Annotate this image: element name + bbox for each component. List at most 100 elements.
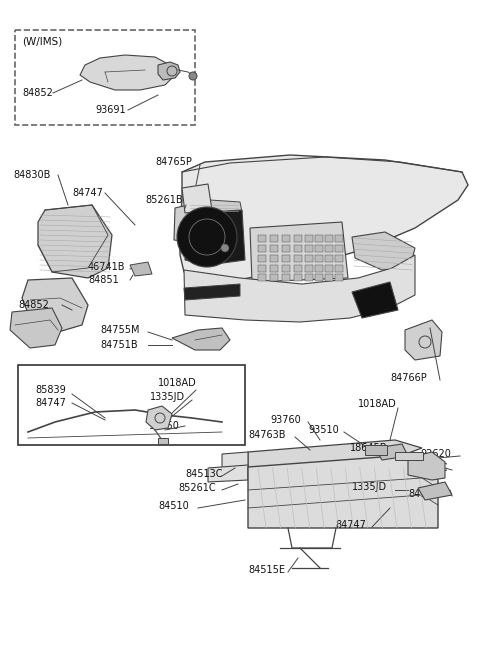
Text: 84766P: 84766P	[390, 373, 427, 383]
Text: 84535A: 84535A	[408, 489, 445, 499]
Text: 93691: 93691	[95, 105, 126, 115]
Text: 84763B: 84763B	[248, 430, 286, 440]
Text: 18645B: 18645B	[350, 443, 387, 453]
Text: 84510: 84510	[158, 501, 189, 511]
Bar	[282, 255, 290, 262]
Polygon shape	[80, 55, 175, 90]
Text: 1018AD: 1018AD	[158, 378, 197, 388]
Bar	[305, 274, 313, 281]
Text: 93510: 93510	[308, 425, 339, 435]
Text: 46741B: 46741B	[88, 262, 125, 272]
Bar	[325, 265, 333, 272]
Bar	[315, 255, 323, 262]
Bar	[294, 255, 302, 262]
Bar	[305, 245, 313, 252]
Polygon shape	[172, 328, 230, 350]
Text: 84747: 84747	[72, 188, 103, 198]
Polygon shape	[408, 452, 445, 480]
Bar	[270, 274, 278, 281]
Text: 85261B: 85261B	[145, 195, 182, 205]
Polygon shape	[188, 200, 242, 215]
Polygon shape	[184, 284, 240, 300]
Bar	[258, 255, 266, 262]
Bar	[282, 235, 290, 242]
Bar	[270, 245, 278, 252]
Text: 92620: 92620	[420, 449, 451, 459]
Bar	[270, 235, 278, 242]
Text: 92650: 92650	[148, 421, 179, 431]
Text: 84755M: 84755M	[100, 325, 140, 335]
Polygon shape	[130, 262, 152, 276]
Text: 84515E: 84515E	[248, 565, 285, 575]
Bar	[335, 235, 343, 242]
Polygon shape	[248, 454, 438, 528]
Bar	[315, 274, 323, 281]
Polygon shape	[352, 232, 415, 270]
Text: 1335JD: 1335JD	[352, 482, 387, 492]
Polygon shape	[184, 255, 415, 322]
Text: 84765P: 84765P	[155, 157, 192, 167]
Bar	[365, 445, 387, 455]
Polygon shape	[405, 320, 442, 360]
Bar	[305, 235, 313, 242]
Bar	[315, 265, 323, 272]
Polygon shape	[222, 452, 248, 470]
Bar	[335, 255, 343, 262]
Bar	[325, 255, 333, 262]
Bar	[282, 245, 290, 252]
Polygon shape	[208, 465, 248, 482]
Bar	[335, 265, 343, 272]
Bar	[305, 255, 313, 262]
Text: 84830B: 84830B	[13, 170, 50, 180]
Bar	[258, 265, 266, 272]
Polygon shape	[10, 308, 62, 348]
Text: 93760: 93760	[270, 415, 301, 425]
Text: 84852: 84852	[18, 300, 49, 310]
Text: 84747: 84747	[35, 398, 66, 408]
Circle shape	[177, 207, 237, 267]
Bar	[305, 265, 313, 272]
Text: 85839: 85839	[35, 385, 66, 395]
Bar	[315, 235, 323, 242]
Bar	[325, 235, 333, 242]
Text: 84513C: 84513C	[185, 469, 223, 479]
Bar	[282, 265, 290, 272]
Bar	[325, 245, 333, 252]
Polygon shape	[375, 444, 408, 460]
Bar	[158, 438, 168, 444]
Text: 84730C: 84730C	[410, 463, 447, 473]
Bar	[258, 274, 266, 281]
Text: 84851: 84851	[88, 275, 119, 285]
Bar	[18, 365, 245, 445]
Text: 85261C: 85261C	[178, 483, 216, 493]
Bar	[15, 30, 195, 125]
Bar	[294, 245, 302, 252]
Bar	[315, 245, 323, 252]
Bar	[335, 245, 343, 252]
Polygon shape	[38, 205, 112, 278]
Polygon shape	[174, 204, 196, 242]
Polygon shape	[248, 440, 422, 468]
Bar	[325, 274, 333, 281]
Polygon shape	[185, 210, 245, 265]
Polygon shape	[182, 184, 212, 213]
Bar	[282, 274, 290, 281]
Bar	[258, 235, 266, 242]
Polygon shape	[22, 278, 88, 332]
Polygon shape	[146, 406, 172, 430]
Polygon shape	[250, 222, 348, 282]
Bar	[294, 235, 302, 242]
Polygon shape	[352, 282, 398, 318]
Text: 84852: 84852	[22, 88, 53, 98]
Bar	[258, 245, 266, 252]
Bar	[395, 452, 423, 460]
Text: 1018AD: 1018AD	[358, 399, 397, 409]
Circle shape	[221, 244, 229, 252]
Bar	[270, 265, 278, 272]
Text: 84751B: 84751B	[100, 340, 138, 350]
Circle shape	[189, 72, 197, 80]
Polygon shape	[158, 62, 180, 80]
Bar	[270, 255, 278, 262]
Text: (W/IMS): (W/IMS)	[22, 37, 62, 47]
Polygon shape	[180, 155, 468, 282]
